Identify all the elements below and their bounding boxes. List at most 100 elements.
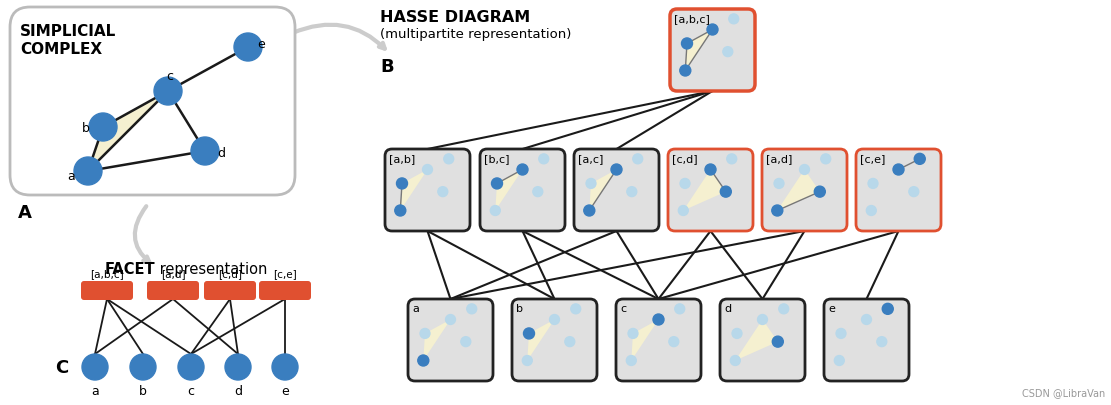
Polygon shape [589,170,617,211]
Text: b: b [516,303,523,313]
FancyBboxPatch shape [720,299,805,381]
Polygon shape [778,170,820,211]
Text: d: d [217,147,226,160]
Circle shape [82,354,108,380]
Circle shape [491,179,502,190]
Circle shape [74,158,102,185]
FancyBboxPatch shape [259,281,311,300]
Circle shape [234,34,262,62]
Text: a: a [412,303,419,313]
Circle shape [821,155,831,164]
Text: [a,d]: [a,d] [161,269,186,278]
Text: [c,e]: [c,e] [860,153,885,164]
Circle shape [564,337,574,347]
Circle shape [779,304,789,314]
Polygon shape [683,170,725,211]
Circle shape [868,179,878,189]
Text: (multipartite representation): (multipartite representation) [380,28,571,41]
Text: b: b [82,121,90,134]
Circle shape [680,66,691,77]
Circle shape [633,155,642,164]
Circle shape [877,337,887,347]
Polygon shape [685,30,712,71]
Text: [a,d]: [a,d] [765,153,792,164]
Circle shape [679,206,688,216]
Circle shape [550,315,560,325]
Circle shape [705,164,715,175]
Polygon shape [423,320,450,360]
Circle shape [446,315,456,325]
Text: e: e [828,303,834,313]
Circle shape [461,337,471,347]
Circle shape [730,356,740,366]
Text: SIMPLICIAL: SIMPLICIAL [20,24,117,39]
FancyBboxPatch shape [824,299,909,381]
FancyBboxPatch shape [10,8,296,196]
Text: a: a [67,170,74,183]
Text: [a,b,c]: [a,b,c] [90,269,123,278]
Text: CSDN @LibraVan: CSDN @LibraVan [1022,387,1105,397]
Circle shape [707,25,718,36]
Text: COMPLEX: COMPLEX [20,42,102,57]
Circle shape [909,187,919,197]
Text: HASSE DIAGRAM: HASSE DIAGRAM [380,10,530,25]
Text: d: d [724,303,731,313]
Circle shape [674,304,684,314]
Text: representation: representation [156,261,268,276]
Circle shape [867,206,877,216]
Text: A: A [18,203,32,222]
Circle shape [729,15,739,25]
Circle shape [418,355,429,366]
Polygon shape [631,320,659,360]
Circle shape [669,337,679,347]
Polygon shape [528,320,554,360]
Polygon shape [88,92,168,172]
Polygon shape [735,320,778,360]
Circle shape [814,187,825,198]
Circle shape [653,314,664,325]
Circle shape [178,354,204,380]
Circle shape [89,114,117,142]
Circle shape [522,356,532,366]
Circle shape [517,164,528,175]
Circle shape [154,78,182,106]
Circle shape [539,155,549,164]
Text: C: C [56,358,68,376]
Circle shape [420,329,430,339]
FancyBboxPatch shape [762,149,847,231]
Circle shape [523,328,534,339]
Text: b: b [139,384,147,397]
Circle shape [191,138,219,166]
FancyBboxPatch shape [204,281,256,300]
Text: c: c [620,303,627,313]
Text: a: a [91,384,99,397]
Circle shape [772,205,783,216]
Text: e: e [281,384,289,397]
Circle shape [394,205,406,216]
FancyBboxPatch shape [574,149,659,231]
Circle shape [533,187,543,197]
Circle shape [438,187,448,197]
Circle shape [772,336,783,347]
Text: FACET: FACET [106,261,156,276]
Text: [a,b]: [a,b] [389,153,416,164]
Circle shape [130,354,156,380]
Circle shape [585,179,595,189]
Circle shape [758,315,768,325]
FancyBboxPatch shape [81,281,133,300]
Circle shape [443,155,453,164]
FancyBboxPatch shape [668,149,753,231]
Circle shape [727,155,737,164]
Polygon shape [400,170,428,211]
Text: c: c [167,69,173,82]
Text: [a,c]: [a,c] [578,153,603,164]
Circle shape [628,329,638,339]
Circle shape [611,164,622,175]
FancyBboxPatch shape [386,149,470,231]
Circle shape [467,304,477,314]
Circle shape [422,165,432,175]
Polygon shape [496,170,522,211]
Circle shape [681,39,692,50]
Circle shape [627,356,637,366]
Circle shape [834,356,844,366]
